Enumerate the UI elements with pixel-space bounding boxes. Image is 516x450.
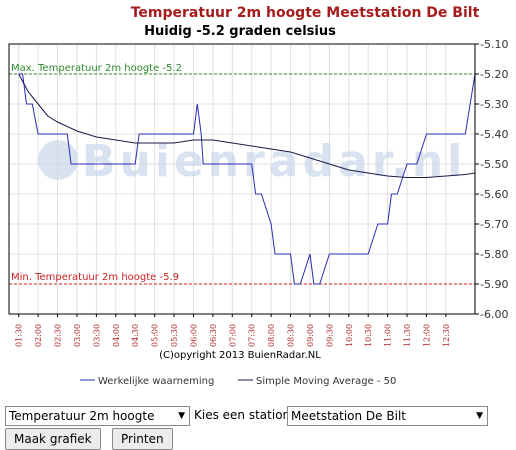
series-line-moving-average — [18, 73, 476, 178]
chart-title: Temperatuur 2m hoogte Meetstation De Bil… — [131, 5, 480, 21]
chevron-down-icon: ▼ — [178, 411, 185, 421]
legend-label-observation: Werkelijke waarneming — [98, 376, 214, 387]
watermark-text: Buienradar.nl — [82, 136, 466, 187]
x-tick-label: 02:00 — [34, 324, 43, 347]
min-temperature-label: Min. Temperatuur 2m hoogte -5.9 — [11, 272, 179, 283]
chart-subtitle: Huidig -5.2 graden celsius — [144, 24, 336, 39]
x-tick-label: 10:00 — [345, 324, 354, 347]
x-tick-label: 04:30 — [131, 324, 140, 347]
max-temperature-label: Max. Temperatuur 2m hoogte -5.2 — [11, 63, 182, 74]
x-tick-label: 07:00 — [228, 324, 237, 347]
x-tick-label: 11:00 — [384, 324, 393, 347]
print-button[interactable]: Printen — [112, 428, 173, 450]
x-tick-label: 06:30 — [209, 324, 218, 347]
temperature-chart: Temperatuur 2m hoogte Meetstation De Bil… — [8, 5, 508, 387]
x-tick-label: 06:00 — [189, 324, 198, 347]
parameter-select-value: Temperatuur 2m hoogte — [9, 409, 155, 423]
legend: Werkelijke waarneming Simple Moving Aver… — [80, 376, 396, 387]
x-tick-label: 01:30 — [15, 324, 24, 347]
y-tick-label: -5.20 — [480, 68, 508, 81]
x-tick-label: 03:00 — [73, 324, 82, 347]
x-tick-label: 03:30 — [92, 324, 101, 347]
plot-area — [9, 44, 475, 314]
series-line-observation — [18, 73, 476, 285]
x-tick-label: 11:30 — [403, 324, 412, 347]
x-tick-label: 07:30 — [248, 324, 257, 347]
x-tick-label: 08:30 — [287, 324, 296, 347]
x-axis: 01:30 02:00 02:30 03:00 03:30 04:00 04:30 05:00… — [15, 314, 451, 347]
station-select-value: Meetstation De Bilt — [291, 409, 406, 423]
x-tick-label: 08:00 — [267, 324, 276, 347]
x-tick-label: 12:30 — [442, 324, 451, 347]
make-chart-button[interactable]: Maak grafiek — [5, 428, 101, 450]
y-tick-label: -5.30 — [480, 98, 508, 111]
y-tick-label: -6.00 — [480, 308, 508, 321]
legend-label-moving-average: Simple Moving Average - 50 — [256, 376, 396, 387]
x-tick-label: 10:30 — [364, 324, 373, 347]
reference-lines: Max. Temperatuur 2m hoogte -5.2 Min. Tem… — [9, 63, 475, 285]
x-tick-label: 12:00 — [422, 324, 431, 347]
x-tick-label: 02:30 — [54, 324, 63, 347]
x-tick-label: 04:00 — [112, 324, 121, 347]
y-tick-label: -5.70 — [480, 218, 508, 231]
y-tick-label: -5.60 — [480, 188, 508, 201]
y-tick-label: -5.10 — [480, 38, 508, 51]
watermark: Buienradar.nl — [38, 136, 466, 187]
x-tick-label: 05:00 — [151, 324, 160, 347]
y-tick-label: -5.50 — [480, 158, 508, 171]
chevron-down-icon: ▼ — [476, 411, 483, 421]
x-tick-label: 05:30 — [170, 324, 179, 347]
station-select[interactable]: Meetstation De Bilt ▼ — [287, 406, 488, 426]
x-tick-label: 09:00 — [306, 324, 315, 347]
y-axis: -5.10 -5.20 -5.30 -5.40 -5.50 -5.60 -5.70 -5.80… — [475, 38, 508, 321]
plot-border — [8, 43, 476, 315]
station-label: Kies een station: — [194, 408, 295, 422]
parameter-select[interactable]: Temperatuur 2m hoogte ▼ — [5, 406, 190, 426]
copyright-text: (C)opyright 2013 BuienRadar.NL — [159, 350, 321, 361]
watermark-globe-icon — [38, 140, 78, 180]
x-tick-label: 09:30 — [325, 324, 334, 347]
y-tick-label: -5.90 — [480, 278, 508, 291]
y-tick-label: -5.80 — [480, 248, 508, 261]
y-tick-label: -5.40 — [480, 128, 508, 141]
series-group — [18, 73, 476, 285]
